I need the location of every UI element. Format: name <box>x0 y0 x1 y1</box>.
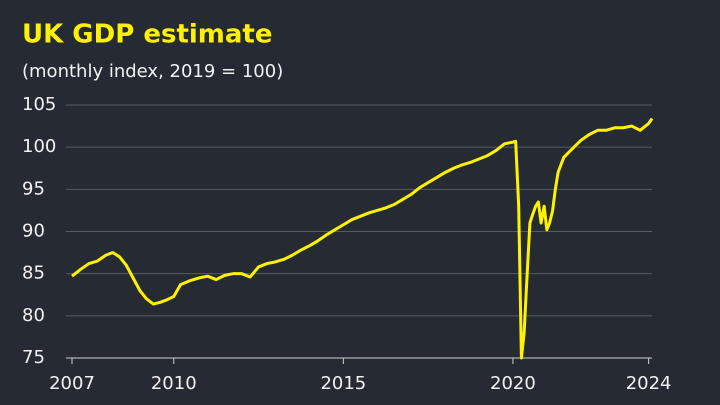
y-tick-label: 75 <box>22 347 45 368</box>
x-tick-label: 2015 <box>320 373 366 394</box>
y-tick-label: 105 <box>22 94 56 115</box>
chart-title: UK GDP estimate <box>22 20 273 50</box>
data-line <box>71 117 654 360</box>
x-tick-label: 2007 <box>49 373 95 394</box>
y-tick-label: 90 <box>22 221 45 242</box>
y-tick-label: 85 <box>22 263 45 284</box>
x-tick-label: 2020 <box>490 373 536 394</box>
chart-subtitle: (monthly index, 2019 = 100) <box>22 61 283 82</box>
x-tick-label: 2024 <box>626 373 672 394</box>
y-tick-label: 95 <box>22 178 45 199</box>
x-tick-label: 2010 <box>151 373 197 394</box>
y-tick-label: 80 <box>22 305 45 326</box>
y-tick-label: 100 <box>22 136 56 157</box>
